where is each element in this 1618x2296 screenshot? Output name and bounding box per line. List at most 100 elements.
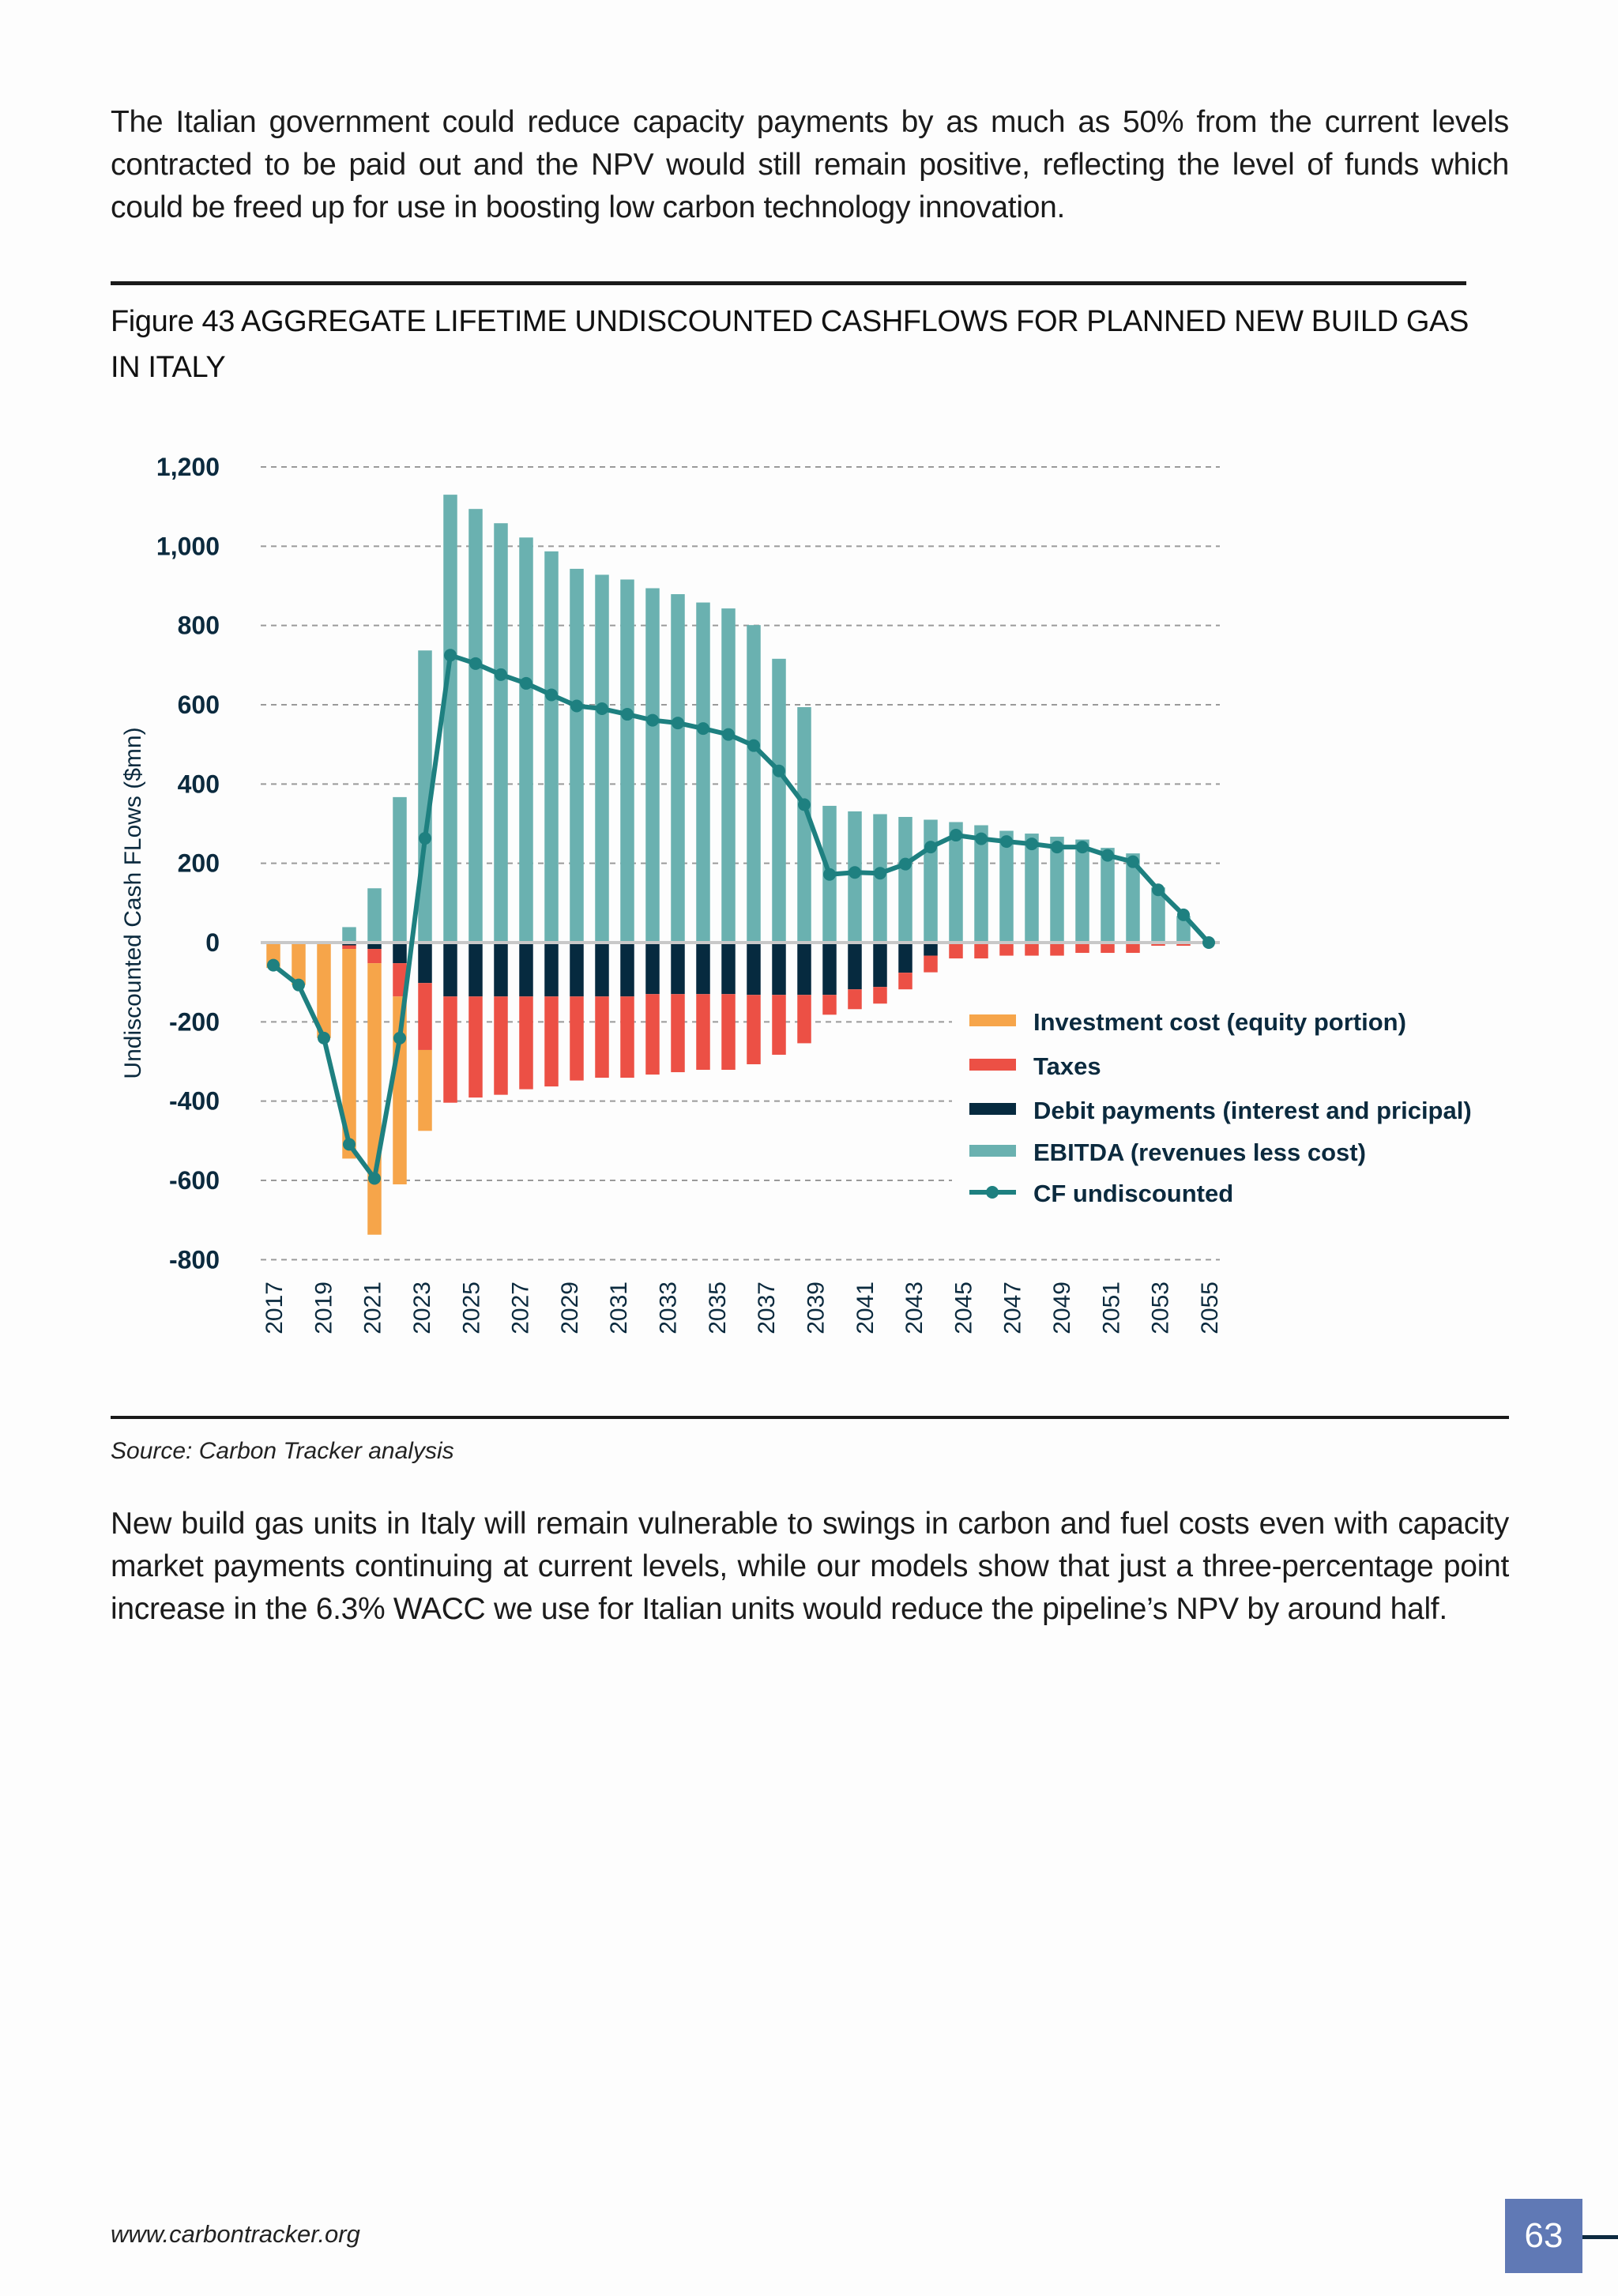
- bar-taxes: [570, 996, 584, 1081]
- bar-debt: [544, 943, 559, 997]
- bar-ebitda: [1025, 834, 1039, 943]
- cf-point: [1152, 883, 1165, 897]
- page-number-badge: 63: [1505, 2199, 1582, 2273]
- legend-label: EBITDA (revenues less cost): [1033, 1139, 1366, 1166]
- bar-taxes: [974, 943, 988, 959]
- bar-debt: [367, 943, 382, 950]
- cf-point: [849, 866, 861, 879]
- legend-point-swatch: [986, 1186, 999, 1199]
- bar-ebitda: [544, 551, 559, 943]
- bar-taxes: [595, 996, 609, 1078]
- bar-debt: [848, 943, 862, 990]
- bar-taxes: [1025, 943, 1039, 956]
- x-tick-label: 2019: [310, 1282, 337, 1334]
- cf-point: [520, 676, 532, 690]
- bar-debt: [570, 943, 584, 997]
- x-tick-label: 2047: [1000, 1282, 1026, 1334]
- bar-ebitda: [393, 796, 407, 943]
- bar-debt: [873, 943, 887, 988]
- bar-debt: [494, 943, 508, 997]
- bar-taxes: [620, 996, 634, 1078]
- bar-investment: [292, 943, 306, 985]
- bar-taxes: [645, 994, 660, 1075]
- legend-label: CF undiscounted: [1033, 1180, 1233, 1207]
- bar-taxes: [1050, 943, 1064, 956]
- y-tick-label: -400: [169, 1087, 220, 1116]
- x-tick-label: 2021: [360, 1282, 386, 1334]
- x-tick-label: 2037: [754, 1282, 780, 1334]
- cf-point: [318, 1031, 330, 1044]
- bar-ebitda: [924, 819, 938, 943]
- bar-ebitda: [1151, 887, 1165, 943]
- bar-investment: [317, 943, 331, 1038]
- cf-point: [419, 832, 431, 845]
- bar-taxes: [393, 963, 407, 997]
- cf-point: [773, 764, 785, 777]
- y-tick-label: 600: [178, 691, 220, 719]
- cf-point: [570, 699, 583, 713]
- cf-point: [596, 702, 608, 716]
- bar-ebitda: [468, 509, 483, 943]
- bar-taxes: [848, 989, 862, 1010]
- cf-point: [646, 713, 659, 727]
- legend-swatch: [969, 1059, 1016, 1071]
- cf-point: [267, 958, 280, 972]
- bar-taxes: [1075, 943, 1089, 954]
- legend-item: Debit payments (interest and pricipal): [969, 1097, 1472, 1124]
- bar-taxes: [999, 943, 1014, 956]
- bar-ebitda: [342, 927, 356, 943]
- bar-taxes: [519, 996, 533, 1090]
- cf-point: [823, 868, 836, 881]
- bar-ebitda: [1101, 848, 1115, 943]
- legend-label: Taxes: [1033, 1052, 1101, 1080]
- cf-point: [1025, 837, 1038, 851]
- legend-label: Debit payments (interest and pricipal): [1033, 1097, 1472, 1124]
- bar-taxes: [747, 995, 761, 1065]
- bar-taxes: [342, 945, 356, 950]
- y-axis-label: Undiscounted Cash FLows ($mn): [120, 727, 146, 1078]
- y-tick-label: 800: [178, 612, 220, 640]
- x-tick-label: 2051: [1098, 1282, 1124, 1334]
- y-axis-tick-labels: 1,200 1,000 800 600 400 200 0 -200 -400 -600 -800: [156, 453, 220, 1274]
- bar-investment: [418, 1049, 432, 1131]
- cf-point: [393, 1031, 406, 1044]
- bar-taxes: [949, 943, 963, 959]
- bar-ebitda: [519, 537, 533, 943]
- cf-point: [950, 829, 962, 842]
- legend-item: CF undiscounted: [969, 1180, 1233, 1207]
- bar-debt: [443, 943, 457, 997]
- bar-ebitda: [443, 495, 457, 943]
- x-tick-label: 2025: [458, 1282, 484, 1334]
- figure-top-rule: [111, 281, 1466, 285]
- bar-debt: [620, 943, 634, 997]
- bar-ebitda: [797, 707, 811, 943]
- cf-point: [798, 798, 811, 811]
- bar-taxes: [1176, 943, 1191, 947]
- bar-investment: [367, 963, 382, 1235]
- bar-taxes: [721, 994, 736, 1071]
- bar-taxes: [924, 955, 938, 973]
- footer-website-link[interactable]: www.carbontracker.org: [111, 2220, 360, 2248]
- cf-point: [1177, 908, 1190, 921]
- bar-debt: [924, 943, 938, 956]
- x-tick-label: 2023: [409, 1282, 435, 1334]
- x-tick-label: 2043: [901, 1282, 928, 1334]
- bar-ebitda: [1050, 837, 1064, 943]
- cf-point: [1000, 835, 1013, 849]
- x-tick-label: 2041: [852, 1282, 879, 1334]
- cf-point: [722, 728, 735, 741]
- cf-point: [747, 739, 760, 752]
- cf-line-series: [267, 649, 1215, 1185]
- bar-debt: [645, 943, 660, 995]
- cf-point: [545, 688, 558, 702]
- legend-label: Investment cost (equity portion): [1033, 1008, 1406, 1036]
- x-tick-label: 2027: [508, 1282, 534, 1334]
- bar-ebitda: [898, 816, 912, 943]
- x-tick-label: 2017: [262, 1282, 288, 1334]
- legend-swatch: [969, 1103, 1016, 1115]
- y-tick-label: 1,000: [156, 532, 220, 560]
- bar-ebitda: [367, 888, 382, 943]
- bar-taxes: [797, 995, 811, 1044]
- cf-point: [697, 722, 709, 736]
- legend-swatch: [969, 1014, 1016, 1026]
